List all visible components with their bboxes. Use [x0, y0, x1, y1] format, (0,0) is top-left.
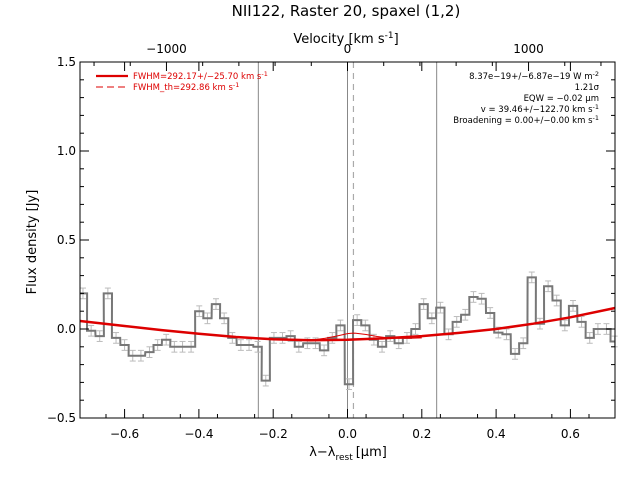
fit-annotations: 8.37e−19+/−6.87e−19 W m-2 1.21σ EQW = −0…: [453, 70, 599, 126]
y-tick-label: −0.5: [47, 411, 76, 425]
fit-line: [79, 306, 616, 342]
y-tick-label: 1.0: [57, 144, 76, 158]
axis-ticks: −0.6 −0.4 −0.2 0.0 0.2 0.4 0.6 −0.5 0.0 0.5 1.0 1.5…: [47, 42, 615, 441]
x-tick-label: 0.0: [338, 427, 357, 441]
x-tick-label: 0.4: [487, 427, 506, 441]
plot-content: [79, 62, 618, 418]
top-axis-label: Velocity [km s-1]: [293, 31, 398, 47]
y-tick-label: 0.0: [57, 322, 76, 336]
x-tick-label: 0.6: [561, 427, 580, 441]
spectrum-step-line: [80, 276, 615, 386]
top-tick-label: 1000: [513, 42, 544, 56]
chart-title: NII122, Raster 20, spaxel (1,2): [232, 2, 461, 20]
annotation-flux: 8.37e−19+/−6.87e−19 W m-2: [469, 70, 599, 82]
legend-label-fwhm: FWHM=292.17+/−25.70 km s-1: [133, 70, 268, 82]
top-tick-label: −1000: [146, 42, 187, 56]
y-tick-label: 0.5: [57, 233, 76, 247]
x-axis-label: λ−λrest [μm]: [309, 445, 387, 463]
annotation-eqw: EQW = −0.02 μm: [524, 94, 599, 104]
top-tick-label: 0: [344, 42, 352, 56]
y-tick-label: 1.5: [57, 55, 76, 69]
annotation-velocity: v = 39.46+/−122.70 km s-1: [481, 103, 599, 115]
x-tick-label: −0.4: [184, 427, 213, 441]
legend: FWHM=292.17+/−25.70 km s-1 FWHM_th=292.8…: [96, 70, 268, 93]
x-tick-label: −0.6: [110, 427, 139, 441]
x-tick-label: 0.2: [412, 427, 431, 441]
annotation-broadening: Broadening = 0.00+/−0.00 km s-1: [453, 114, 599, 126]
x-tick-label: −0.2: [259, 427, 288, 441]
y-axis-label: Flux density [Jy]: [25, 190, 40, 295]
annotation-sigma: 1.21σ: [575, 83, 600, 93]
legend-label-fwhm-th: FWHM_th=292.86 km s-1: [133, 81, 239, 93]
